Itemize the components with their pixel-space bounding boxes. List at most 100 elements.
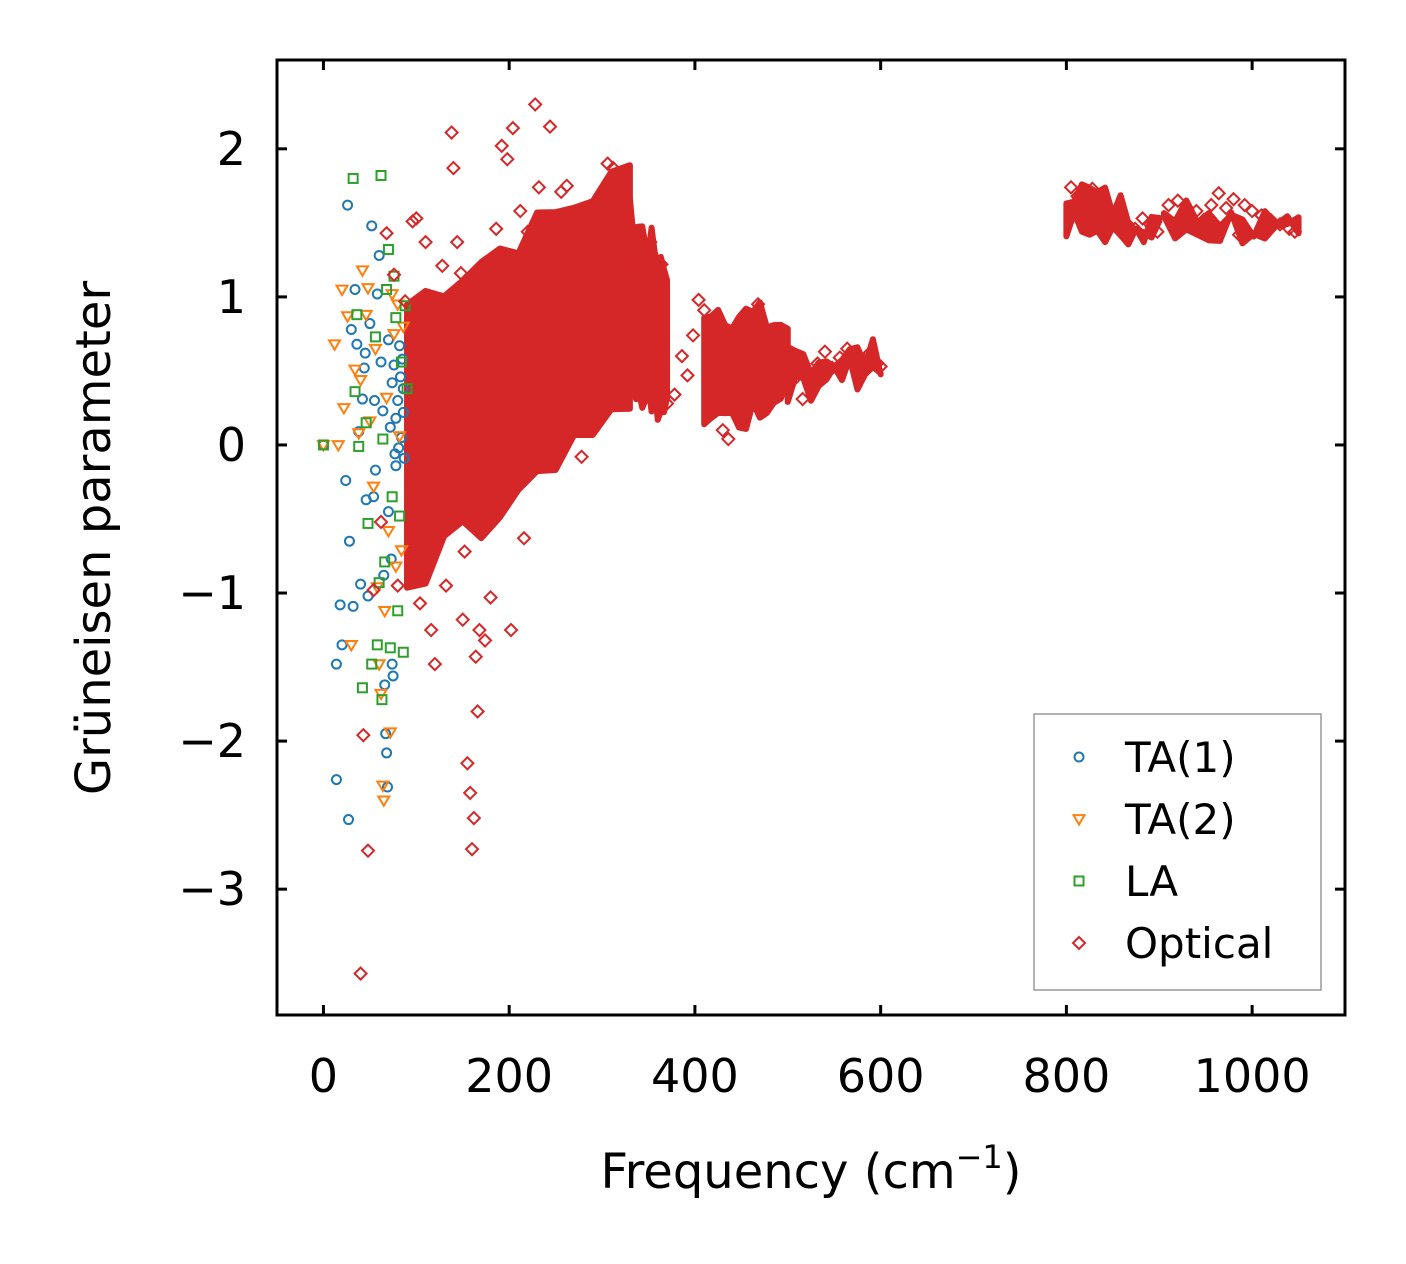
data-point <box>787 370 803 386</box>
data-point <box>343 814 355 826</box>
data-point <box>356 393 368 405</box>
data-point <box>353 374 368 388</box>
data-point <box>418 234 434 250</box>
y-tick-label: −1 <box>178 566 246 620</box>
optical-dense-cloud <box>404 162 1302 591</box>
data-point <box>386 491 398 503</box>
data-point <box>802 369 818 385</box>
data-point <box>1170 193 1186 209</box>
legend-item-TA(1): TA(1) <box>1073 733 1236 782</box>
legend-item-Optical: Optical <box>1071 919 1273 968</box>
x-tick-label: 200 <box>465 1049 553 1103</box>
data-point <box>375 356 387 368</box>
data-point <box>381 747 393 759</box>
data-point <box>1188 203 1204 219</box>
data-point <box>334 284 350 297</box>
data-point <box>340 474 352 486</box>
data-point <box>381 283 393 295</box>
data-point <box>737 357 753 373</box>
data-point <box>494 138 510 154</box>
data-point <box>395 371 407 383</box>
data-point <box>1142 216 1158 232</box>
legend-label: LA <box>1125 857 1178 906</box>
data-point <box>371 639 383 651</box>
data-point <box>667 387 682 403</box>
data-point <box>732 320 747 336</box>
y-axis-ticks: −3 −2 −1 0 1 2 <box>178 122 1345 916</box>
legend-marker <box>1071 814 1087 827</box>
data-point <box>524 250 539 266</box>
data-point <box>355 727 371 743</box>
data-point <box>330 774 342 786</box>
data-point <box>455 612 471 628</box>
data-point <box>379 679 391 691</box>
data-point <box>767 345 783 361</box>
data-point <box>535 406 551 422</box>
data-point <box>423 622 439 638</box>
data-point <box>395 356 407 368</box>
legend-item-TA(2): TA(2) <box>1071 795 1236 844</box>
data-point <box>680 367 695 383</box>
data-point <box>568 400 584 416</box>
data-point <box>373 514 389 530</box>
legend-marker <box>1073 751 1085 763</box>
data-point <box>351 338 363 350</box>
data-point <box>360 283 376 296</box>
data-point <box>1084 181 1100 197</box>
data-point <box>559 178 575 194</box>
data-point <box>373 249 385 261</box>
data-point <box>340 311 355 324</box>
data-point <box>1263 212 1279 228</box>
optical-dense-region <box>1160 197 1302 247</box>
data-point <box>542 119 558 135</box>
data-point <box>477 632 493 648</box>
data-point <box>824 360 840 376</box>
data-point <box>384 642 396 654</box>
data-point <box>379 225 395 241</box>
data-point <box>351 428 366 441</box>
data-point <box>605 160 621 176</box>
data-point <box>379 556 391 568</box>
data-point <box>383 727 398 740</box>
data-point <box>1070 188 1085 204</box>
data-point <box>1179 200 1195 216</box>
legend-label: TA(2) <box>1124 795 1236 844</box>
data-point <box>847 348 863 364</box>
data-point <box>1149 224 1165 240</box>
data-point <box>654 256 669 272</box>
data-point <box>1196 212 1212 228</box>
data-point <box>696 302 712 318</box>
data-point <box>331 440 346 453</box>
data-point <box>360 843 376 859</box>
data-point <box>774 323 790 339</box>
data-point <box>366 582 381 598</box>
data-point <box>780 351 796 367</box>
data-point <box>353 440 365 452</box>
data-point <box>453 265 469 281</box>
legend-marker <box>1071 935 1087 951</box>
data-point <box>438 578 454 594</box>
y-axis-title: Grüneisen parameter <box>66 281 122 796</box>
data-point <box>587 255 603 271</box>
data-point <box>1063 179 1079 195</box>
data-point <box>810 356 825 371</box>
data-point <box>464 841 480 857</box>
data-point <box>336 639 348 651</box>
x-axis-ticks: 0 200 400 600 800 1000 <box>309 60 1311 1103</box>
data-point <box>499 151 515 167</box>
data-point <box>459 755 475 771</box>
data-point <box>384 421 396 433</box>
data-point <box>1077 194 1093 210</box>
data-point <box>375 780 391 793</box>
data-point <box>759 375 775 391</box>
data-point <box>685 327 701 343</box>
data-point <box>388 359 400 371</box>
data-point <box>449 234 465 250</box>
data-point <box>330 658 342 670</box>
data-point <box>347 600 359 612</box>
data-point <box>398 452 410 464</box>
x-tick-label: 0 <box>309 1049 338 1103</box>
data-point <box>472 622 487 638</box>
data-point <box>720 431 736 447</box>
data-point <box>709 396 725 411</box>
